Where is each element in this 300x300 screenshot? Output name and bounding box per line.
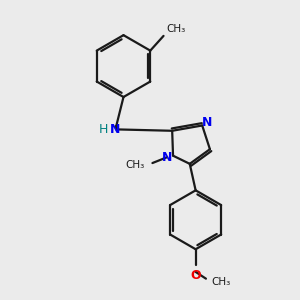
Text: N: N [161, 151, 172, 164]
Text: H: H [99, 123, 109, 136]
Text: N: N [202, 116, 213, 129]
Text: N: N [110, 123, 120, 136]
Text: CH₃: CH₃ [166, 24, 185, 34]
Text: CH₃: CH₃ [126, 160, 145, 170]
Text: O: O [190, 269, 201, 282]
Text: CH₃: CH₃ [212, 277, 231, 286]
